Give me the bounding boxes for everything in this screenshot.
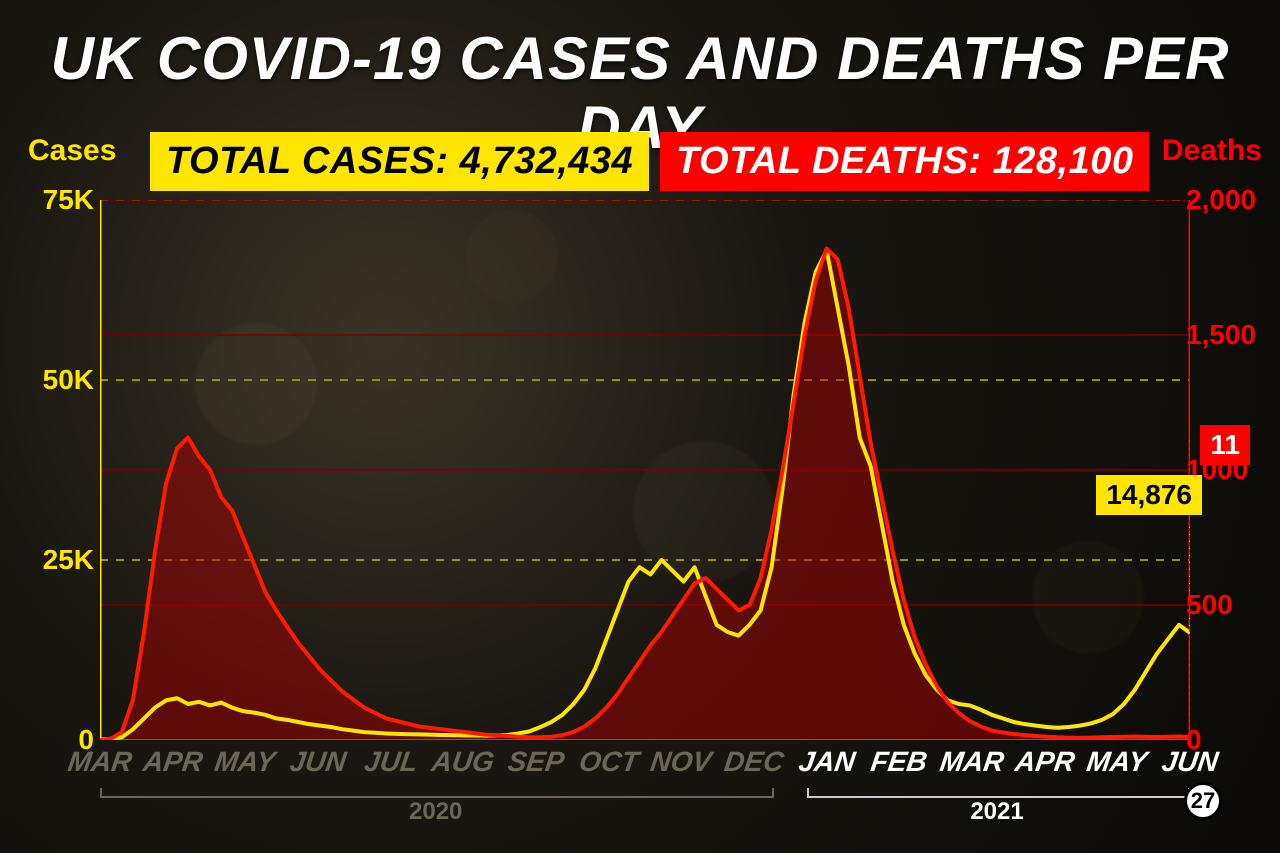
x-month-label: MAR (938, 746, 1006, 778)
y-left-tick: 25K (24, 544, 94, 576)
y-right-tick: 1,500 (1186, 319, 1266, 351)
x-month-label: JUL (362, 746, 419, 778)
day-badge: 27 (1184, 782, 1222, 820)
x-month-label: NOV (649, 746, 714, 778)
y-axis-right-title: Deaths (1162, 134, 1262, 168)
year-bracket-2021 (807, 788, 1190, 798)
x-month-label: JUN (288, 746, 349, 778)
y-axis-left-title: Cases (28, 134, 116, 168)
y-right-tick: 500 (1186, 589, 1266, 621)
chart-container: UK COVID-19 CASES AND DEATHS PER DAY Cas… (0, 0, 1280, 853)
y-left-tick: 50K (24, 364, 94, 396)
x-month-label: JUN (1160, 746, 1221, 778)
x-month-label: MAY (1085, 746, 1150, 778)
x-month-label: DEC (722, 746, 786, 778)
y-right-tick: 2,000 (1186, 184, 1266, 216)
year-label-2020: 2020 (409, 798, 462, 826)
x-month-label: AUG (430, 746, 497, 778)
year-bracket-2020 (100, 788, 774, 798)
total-cases-badge: TOTAL CASES: 4,732,434 (150, 132, 649, 191)
latest-deaths-callout: 11 (1200, 425, 1250, 465)
year-label-2021: 2021 (970, 798, 1023, 826)
x-month-label: OCT (577, 746, 641, 778)
x-month-label: JAN (796, 746, 857, 778)
x-month-label: APR (1013, 746, 1077, 778)
y-left-tick: 75K (24, 184, 94, 216)
x-month-label: MAR (66, 746, 134, 778)
total-deaths-badge: TOTAL DEATHS: 128,100 (660, 132, 1149, 191)
chart-plot (100, 200, 1190, 740)
x-month-label: MAY (213, 746, 278, 778)
x-month-label: APR (141, 746, 205, 778)
latest-cases-callout: 14,876 (1096, 475, 1202, 515)
x-month-label: FEB (869, 746, 929, 778)
x-month-label: SEP (506, 746, 567, 778)
